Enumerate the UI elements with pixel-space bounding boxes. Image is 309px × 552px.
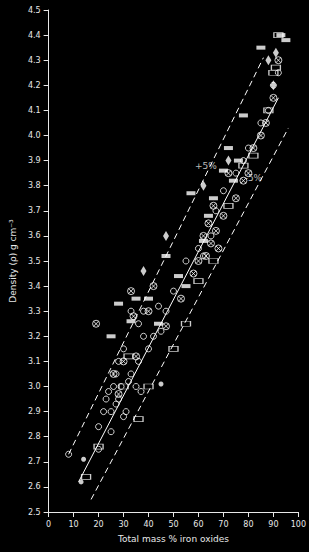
svg-text:4.4: 4.4 xyxy=(28,31,41,40)
svg-text:90: 90 xyxy=(268,520,278,529)
svg-text:4.5: 4.5 xyxy=(28,6,41,15)
svg-text:30: 30 xyxy=(118,520,128,529)
svg-text:40: 40 xyxy=(143,520,153,529)
svg-text:4.1: 4.1 xyxy=(28,106,41,115)
svg-text:4.0: 4.0 xyxy=(28,131,41,140)
svg-text:2.8: 2.8 xyxy=(28,432,41,441)
svg-text:+5%: +5% xyxy=(195,161,217,171)
svg-text:100: 100 xyxy=(291,520,306,529)
svg-text:Total mass % iron oxides: Total mass % iron oxides xyxy=(117,534,229,544)
svg-text:0: 0 xyxy=(46,520,51,529)
svg-text:3.0: 3.0 xyxy=(28,382,41,391)
svg-text:50: 50 xyxy=(168,520,178,529)
svg-text:3.5: 3.5 xyxy=(28,257,41,266)
svg-text:4.3: 4.3 xyxy=(28,56,41,65)
svg-text:3.7: 3.7 xyxy=(28,206,41,215)
svg-text:60: 60 xyxy=(193,520,203,529)
svg-text:2.6: 2.6 xyxy=(28,482,41,491)
svg-text:3.4: 3.4 xyxy=(28,282,41,291)
svg-text:70: 70 xyxy=(218,520,228,529)
svg-text:2.9: 2.9 xyxy=(28,407,41,416)
svg-text:3.8: 3.8 xyxy=(28,181,41,190)
svg-text:2.7: 2.7 xyxy=(28,457,41,466)
svg-text:Density (ρ) g cm⁻³: Density (ρ) g cm⁻³ xyxy=(8,219,18,303)
svg-text:20: 20 xyxy=(93,520,103,529)
svg-text:80: 80 xyxy=(243,520,253,529)
svg-text:2.5: 2.5 xyxy=(28,508,41,517)
svg-text:3.3: 3.3 xyxy=(28,307,41,316)
svg-text:3.2: 3.2 xyxy=(28,332,41,341)
svg-text:4.2: 4.2 xyxy=(28,81,41,90)
svg-text:-5%: -5% xyxy=(245,173,263,183)
svg-text:3.6: 3.6 xyxy=(28,231,41,240)
svg-text:10: 10 xyxy=(69,520,79,529)
svg-text:3.1: 3.1 xyxy=(28,357,41,366)
svg-text:3.9: 3.9 xyxy=(28,156,41,165)
